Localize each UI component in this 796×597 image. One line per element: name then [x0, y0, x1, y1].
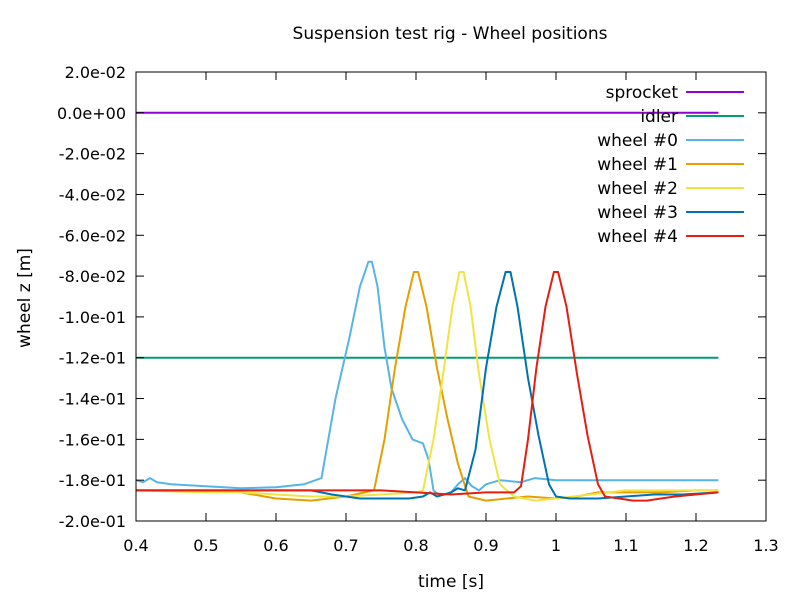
legend-label: wheel #1	[597, 155, 678, 175]
x-tick-label: 0.5	[193, 536, 218, 555]
legend-label: wheel #0	[597, 131, 678, 151]
y-tick-label: 0.0e+00	[57, 104, 126, 123]
x-axis-label: time [s]	[418, 572, 484, 592]
legend-label: wheel #3	[597, 203, 678, 223]
y-tick-label: -1.4e-01	[59, 390, 126, 409]
x-tick-label: 1.2	[683, 536, 708, 555]
legend-label: wheel #2	[597, 179, 678, 199]
legend: sprocket idler wheel #0 wheel #1 wheel #2 whe…	[597, 83, 744, 247]
y-tick-label: -1.2e-01	[59, 349, 126, 368]
y-tick-label: -1.8e-01	[59, 471, 126, 490]
legend-label: sprocket	[606, 83, 679, 103]
y-tick-label: 2.0e-02	[65, 63, 126, 82]
legend-label: wheel #4	[597, 227, 678, 247]
y-tick-label: -1.6e-01	[59, 430, 126, 449]
x-tick-label: 1	[551, 536, 561, 555]
series-line-6	[136, 271, 719, 502]
legend-label: idler	[640, 107, 678, 127]
x-tick-label: 0.6	[263, 536, 288, 555]
x-tick-label: 0.4	[123, 536, 148, 555]
x-tick-label: 0.8	[403, 536, 428, 555]
y-tick-label: -4.0e-02	[59, 185, 126, 204]
series-line-5	[136, 271, 719, 500]
y-tick-label: -2.0e-01	[59, 512, 126, 531]
series-line-2	[135, 260, 719, 496]
x-tick-label: 0.9	[473, 536, 498, 555]
y-tick-label: -1.0e-01	[59, 308, 126, 327]
y-axis-label: wheel z [m]	[15, 248, 35, 348]
x-tick-label: 1.3	[753, 536, 778, 555]
y-tick-label: -6.0e-02	[59, 226, 126, 245]
series-line-4	[135, 271, 719, 502]
plot-frame	[135, 71, 767, 522]
axes-layer: 0.4 0.5 0.6 0.7 0.8 0.9 1 1.1 1.2 1.3 2.0e-02 0.0e+…	[57, 63, 779, 555]
y-tick-label: -2.0e-02	[59, 145, 126, 164]
x-tick-label: 1.1	[613, 536, 638, 555]
series-layer	[135, 111, 719, 502]
x-tick-label: 0.7	[333, 536, 358, 555]
chart-title: Suspension test rig - Wheel positions	[293, 24, 608, 44]
y-tick-label: -8.0e-02	[59, 267, 126, 286]
